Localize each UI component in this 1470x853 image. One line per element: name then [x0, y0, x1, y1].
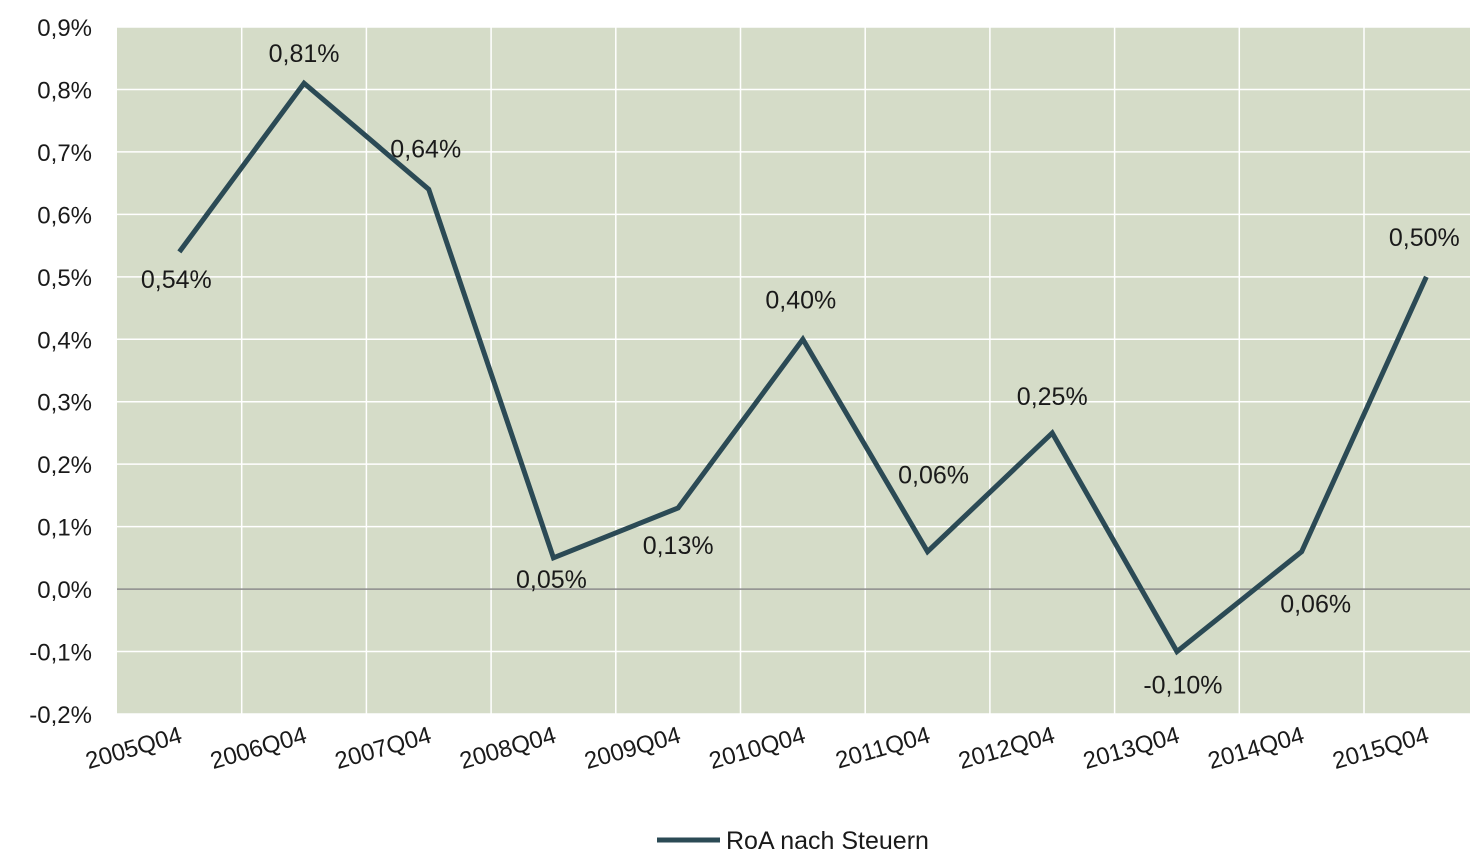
legend-label: RoA nach Steuern	[726, 827, 929, 853]
data-label: 0,05%	[516, 566, 587, 594]
y-tick-label: 0,0%	[37, 577, 92, 604]
x-tick-label: 2014Q04	[1205, 722, 1307, 775]
y-tick-label: 0,1%	[37, 515, 92, 542]
data-label: 0,64%	[390, 135, 461, 163]
x-tick-label: 2007Q04	[332, 722, 434, 775]
y-tick-label: 0,6%	[37, 202, 92, 229]
y-tick-label: 0,5%	[37, 265, 92, 292]
y-tick-label: 0,4%	[37, 327, 92, 354]
y-tick-label: 0,9%	[37, 15, 92, 42]
data-label: 0,06%	[898, 462, 969, 490]
data-label: 0,13%	[643, 532, 714, 560]
y-tick-label: -0,1%	[29, 640, 92, 667]
x-tick-label: 2008Q04	[457, 722, 559, 775]
x-tick-label: 2010Q04	[706, 722, 808, 775]
data-label: 0,50%	[1389, 224, 1460, 252]
y-tick-label: 0,3%	[37, 390, 92, 417]
data-label: 0,06%	[1280, 591, 1351, 619]
y-tick-label: 0,2%	[37, 452, 92, 479]
data-label: 0,54%	[141, 266, 212, 294]
x-tick-label: 2006Q04	[207, 722, 309, 775]
x-tick-label: 2013Q04	[1080, 722, 1182, 775]
data-label: -0,10%	[1143, 672, 1222, 700]
series-line-roa	[177, 79, 1429, 656]
x-tick-label: 2005Q04	[83, 722, 185, 775]
x-tick-label: 2011Q04	[833, 722, 934, 775]
x-tick-label: 2012Q04	[956, 722, 1058, 775]
y-tick-label: -0,2%	[29, 702, 92, 729]
data-label: 0,25%	[1017, 383, 1088, 411]
plot-area	[117, 27, 1470, 714]
x-tick-label: 2015Q04	[1330, 722, 1432, 775]
data-label: 0,81%	[269, 40, 340, 68]
y-tick-label: 0,7%	[37, 140, 92, 167]
y-tick-label: 0,8%	[37, 77, 92, 104]
x-tick-label: 2009Q04	[581, 722, 683, 775]
data-label: 0,40%	[765, 286, 836, 314]
